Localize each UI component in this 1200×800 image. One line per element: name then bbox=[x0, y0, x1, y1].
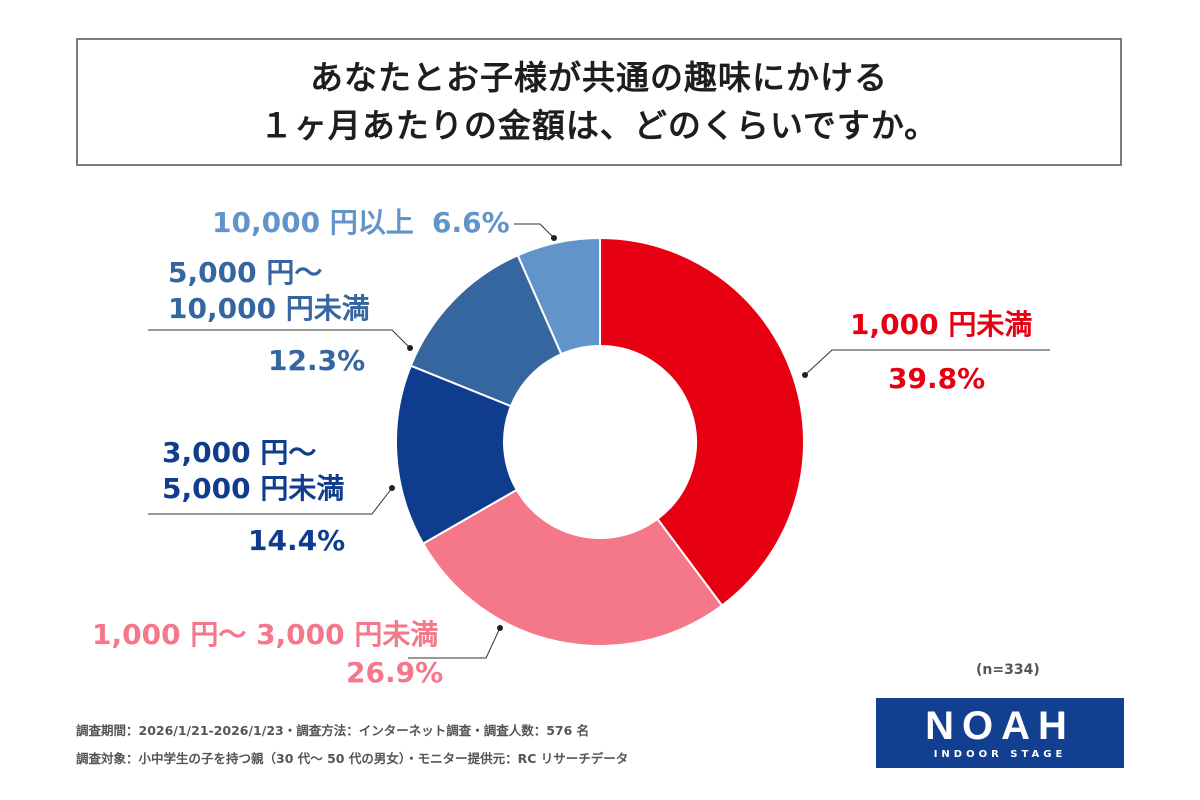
leader-5000-10000 bbox=[148, 329, 411, 349]
footer-survey-target: 調査対象：小中学生の子を持つ親（30 代〜 50 代の男女）・モニター提供元：R… bbox=[76, 751, 629, 766]
logo-sub-text: INDOOR STAGE bbox=[933, 749, 1067, 760]
pct-3000-5000: 14.4% bbox=[248, 524, 346, 557]
leader-under-1000-dot bbox=[802, 372, 808, 378]
slice-1000-3000 bbox=[421, 488, 724, 647]
slice-3000-5000 bbox=[395, 364, 519, 545]
leader-3000-5000 bbox=[148, 487, 393, 515]
leader-1000-3000 bbox=[408, 627, 501, 659]
title-line-2: １ヶ月あたりの金額は、どのくらいですか。 bbox=[259, 106, 939, 145]
footer-survey-period: 調査期間：2026/1/21-2026/1/23・調査方法：インターネット調査・… bbox=[76, 723, 590, 738]
leader-over-10000-dot bbox=[551, 235, 557, 241]
slice-over-10000 bbox=[516, 236, 601, 356]
label-5000-10000-line1: 5,000 円〜 bbox=[168, 256, 323, 289]
pct-over-10000: 6.6% bbox=[432, 206, 510, 239]
slice-under-1000 bbox=[599, 236, 806, 607]
logo-main-text: NOAH bbox=[925, 704, 1075, 748]
title-line-1: あなたとお子様が共通の趣味にかける bbox=[310, 58, 888, 97]
pct-5000-10000: 12.3% bbox=[268, 344, 366, 377]
label-1000-3000: 1,000 円〜 3,000 円未満 bbox=[92, 618, 439, 651]
leader-3000-5000-dot bbox=[389, 485, 395, 491]
label-3000-5000-line1: 3,000 円〜 bbox=[162, 436, 317, 469]
label-over-10000: 10,000 円以上 bbox=[212, 206, 414, 239]
noah-logo: NOAH INDOOR STAGE bbox=[876, 698, 1124, 768]
leader-1000-3000-dot bbox=[497, 625, 503, 631]
leader-5000-10000-dot bbox=[407, 345, 413, 351]
leader-over-10000 bbox=[514, 223, 555, 239]
label-3000-5000-line2: 5,000 円未満 bbox=[162, 472, 345, 505]
question-title-box: あなたとお子様が共通の趣味にかける １ヶ月あたりの金額は、どのくらいですか。 bbox=[76, 38, 1122, 166]
leader-under-1000 bbox=[804, 349, 1050, 376]
sample-size-note: (n=334) bbox=[976, 662, 1040, 678]
label-under-1000: 1,000 円未満 bbox=[850, 308, 1033, 341]
pct-under-1000: 39.8% bbox=[888, 362, 986, 395]
pct-1000-3000: 26.9% bbox=[346, 656, 444, 689]
label-5000-10000-line2: 10,000 円未満 bbox=[168, 292, 370, 325]
